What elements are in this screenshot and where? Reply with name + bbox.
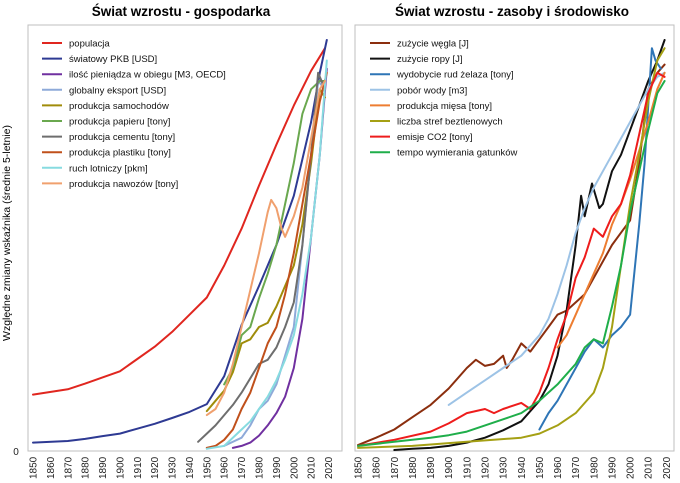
legend-label-0-2: ilość pieniądza w obiegu [M3, OECD]: [69, 70, 226, 81]
x-tick-1-12: 1970: [571, 456, 582, 479]
plot-frame-resources: [354, 24, 675, 452]
x-tick-1-7: 1920: [480, 456, 491, 479]
x-tick-1-11: 1960: [553, 456, 564, 479]
x-tick-0-12: 1970: [237, 456, 248, 479]
panel-economy: Świat wzrostu - gospodarka populacja świa…: [13, 4, 343, 479]
x-tick-0-13: 1980: [254, 456, 265, 479]
series-line-1-4: [556, 71, 666, 349]
x-tick-1-14: 1990: [607, 456, 618, 479]
series-line-1-7: [357, 80, 666, 447]
series-line-1-2: [538, 47, 662, 431]
x-tick-0-7: 1920: [150, 456, 161, 479]
legend-label-1-6: emisje CO2 [tony]: [397, 132, 473, 143]
x-tick-0-10: 1950: [202, 456, 213, 479]
series-line-0-7: [205, 71, 328, 449]
series-line-1-6: [357, 71, 666, 447]
legend-label-0-9: produkcja nawozów [tony]: [69, 179, 178, 190]
plot-frame-economy: [27, 24, 343, 452]
chart-title-economy: Świat wzrostu - gospodarka: [92, 4, 271, 19]
x-tick-0-3: 1880: [81, 456, 92, 479]
series-line-1-0: [357, 63, 666, 447]
legend-label-1-0: zużycie węgla [J]: [397, 39, 469, 50]
legend-label-1-5: liczba stref beztlenowych: [397, 117, 503, 128]
panel-resources: Świat wzrostu - zasoby i środowisko zuży…: [354, 4, 675, 479]
series-line-0-8: [205, 59, 328, 450]
series-line-0-1: [32, 39, 328, 444]
x-tick-0-17: 2020: [324, 456, 335, 479]
x-tick-1-5: 1900: [444, 456, 455, 479]
legend-label-0-1: światowy PKB [USD]: [69, 54, 157, 65]
x-tick-1-1: 1860: [372, 456, 383, 479]
legend-label-0-0: populacja: [69, 39, 110, 50]
x-tick-0-15: 2000: [289, 456, 300, 479]
x-tick-0-14: 1990: [272, 456, 283, 479]
series-line-0-9: [205, 80, 326, 417]
legend-label-1-7: tempo wymierania gatunków: [397, 148, 518, 159]
x-tick-0-8: 1930: [168, 456, 179, 479]
x-tick-0-0: 1850: [29, 456, 40, 479]
x-tick-1-16: 2010: [644, 456, 655, 479]
legend-label-0-6: produkcja cementu [tony]: [69, 132, 175, 143]
series-line-0-5: [223, 80, 326, 386]
legend-label-1-4: produkcja mięsa [tony]: [397, 101, 492, 112]
x-tick-0-6: 1910: [133, 456, 144, 479]
x-tick-1-13: 1980: [589, 456, 600, 479]
series-line-0-0: [32, 47, 326, 396]
x-tick-0-2: 1870: [63, 456, 74, 479]
x-tick-0-9: 1940: [185, 456, 196, 479]
x-tick-1-9: 1940: [517, 456, 528, 479]
x-tick-1-8: 1930: [499, 456, 510, 479]
legend-label-0-8: ruch lotniczy [pkm]: [69, 163, 148, 174]
x-tick-0-4: 1890: [98, 456, 109, 479]
x-tick-1-0: 1850: [354, 456, 365, 479]
series-line-1-5: [357, 47, 666, 449]
x-tick-0-1: 1860: [46, 456, 57, 479]
chart-title-resources: Świat wzrostu - zasoby i środowisko: [395, 4, 629, 19]
legend-label-0-7: produkcja plastiku [tony]: [69, 148, 171, 159]
legend-label-0-5: produkcja papieru [tony]: [69, 117, 170, 128]
series-line-0-6: [197, 71, 326, 443]
x-tick-1-15: 2000: [626, 456, 637, 479]
series-line-0-3: [223, 80, 326, 447]
x-tick-0-11: 1960: [220, 456, 231, 479]
legend-label-1-3: pobór wody [m3]: [397, 85, 467, 96]
series-line-1-3: [447, 71, 666, 406]
x-tick-1-4: 1890: [426, 456, 437, 479]
x-tick-1-10: 1950: [535, 456, 546, 479]
x-tick-0-5: 1900: [115, 456, 126, 479]
legend-label-1-1: zużycie ropy [J]: [397, 54, 462, 65]
x-tick-0-16: 2010: [307, 456, 318, 479]
x-tick-1-3: 1880: [408, 456, 419, 479]
x-tick-1-6: 1910: [462, 456, 473, 479]
legend-label-0-3: globalny eksport [USD]: [69, 85, 166, 96]
x-tick-1-2: 1870: [390, 456, 401, 479]
x-tick-1-17: 2020: [662, 456, 673, 479]
y-axis-label: Względne zmiany wskaźnika (średnie 5-let…: [1, 125, 13, 341]
legend-label-1-2: wydobycie rud żelaza [tony]: [396, 70, 514, 81]
y-tick-zero: 0: [13, 447, 19, 458]
legend-label-0-4: produkcja samochodów: [69, 101, 169, 112]
